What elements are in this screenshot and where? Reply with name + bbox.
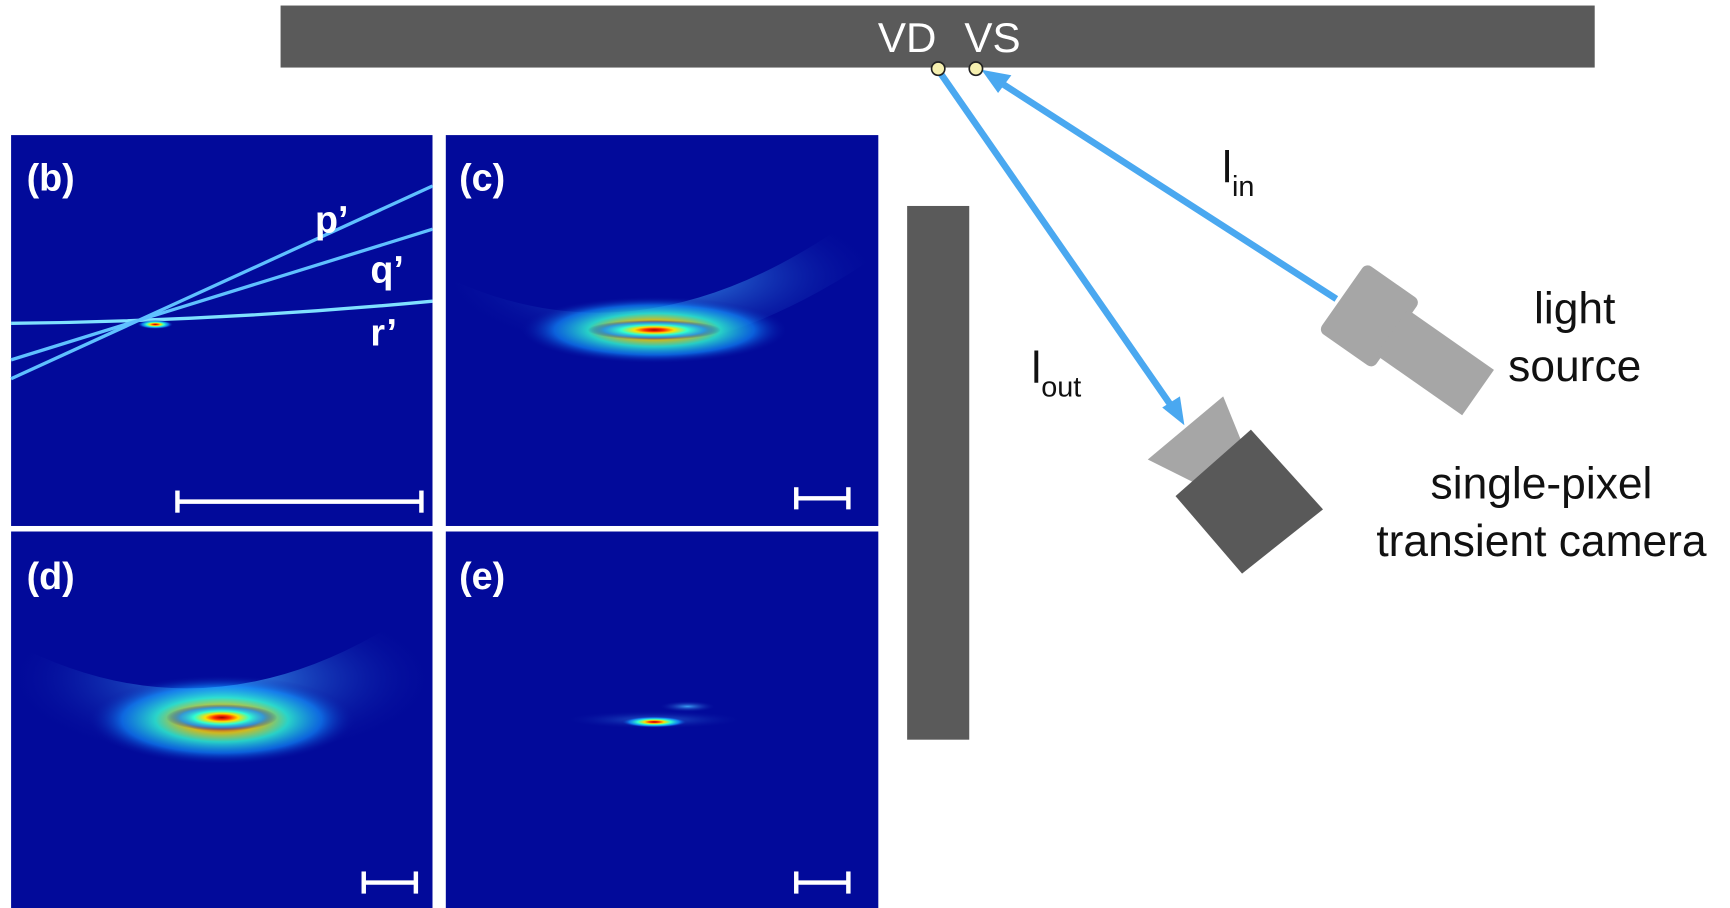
ray-out-label: lout (1031, 344, 1081, 403)
ray-in-label: lin (1222, 144, 1254, 203)
light-source-label: light (1534, 284, 1615, 333)
panel-c (446, 135, 879, 526)
light-source-icon (1318, 263, 1502, 426)
panel-label: (d) (27, 555, 75, 597)
occluder (907, 206, 969, 740)
symbol: l (1031, 344, 1041, 393)
ray-out (940, 73, 1177, 415)
point-vs (969, 62, 982, 75)
vd-label: VD (878, 14, 937, 61)
subscript: out (1041, 371, 1081, 403)
curve-label: r’ (370, 312, 397, 354)
light-source-label: source (1508, 342, 1641, 391)
point-vd (932, 62, 945, 75)
panel-label: (c) (459, 156, 505, 198)
diagram: VD VS (b) (c) (d (0, 0, 1730, 908)
symbol: l (1222, 144, 1232, 193)
camera-label: transient camera (1376, 517, 1707, 566)
camera-label: single-pixel (1431, 459, 1653, 508)
panel-label: (b) (27, 156, 75, 198)
curve-label: q’ (370, 248, 403, 290)
panel-label: (e) (459, 555, 505, 597)
vs-label: VS (964, 14, 1020, 61)
relay-wall (281, 6, 1595, 68)
subscript: in (1232, 171, 1254, 203)
panel-e (446, 532, 879, 908)
ray-in (989, 75, 1336, 299)
curve-label: p’ (315, 199, 348, 241)
